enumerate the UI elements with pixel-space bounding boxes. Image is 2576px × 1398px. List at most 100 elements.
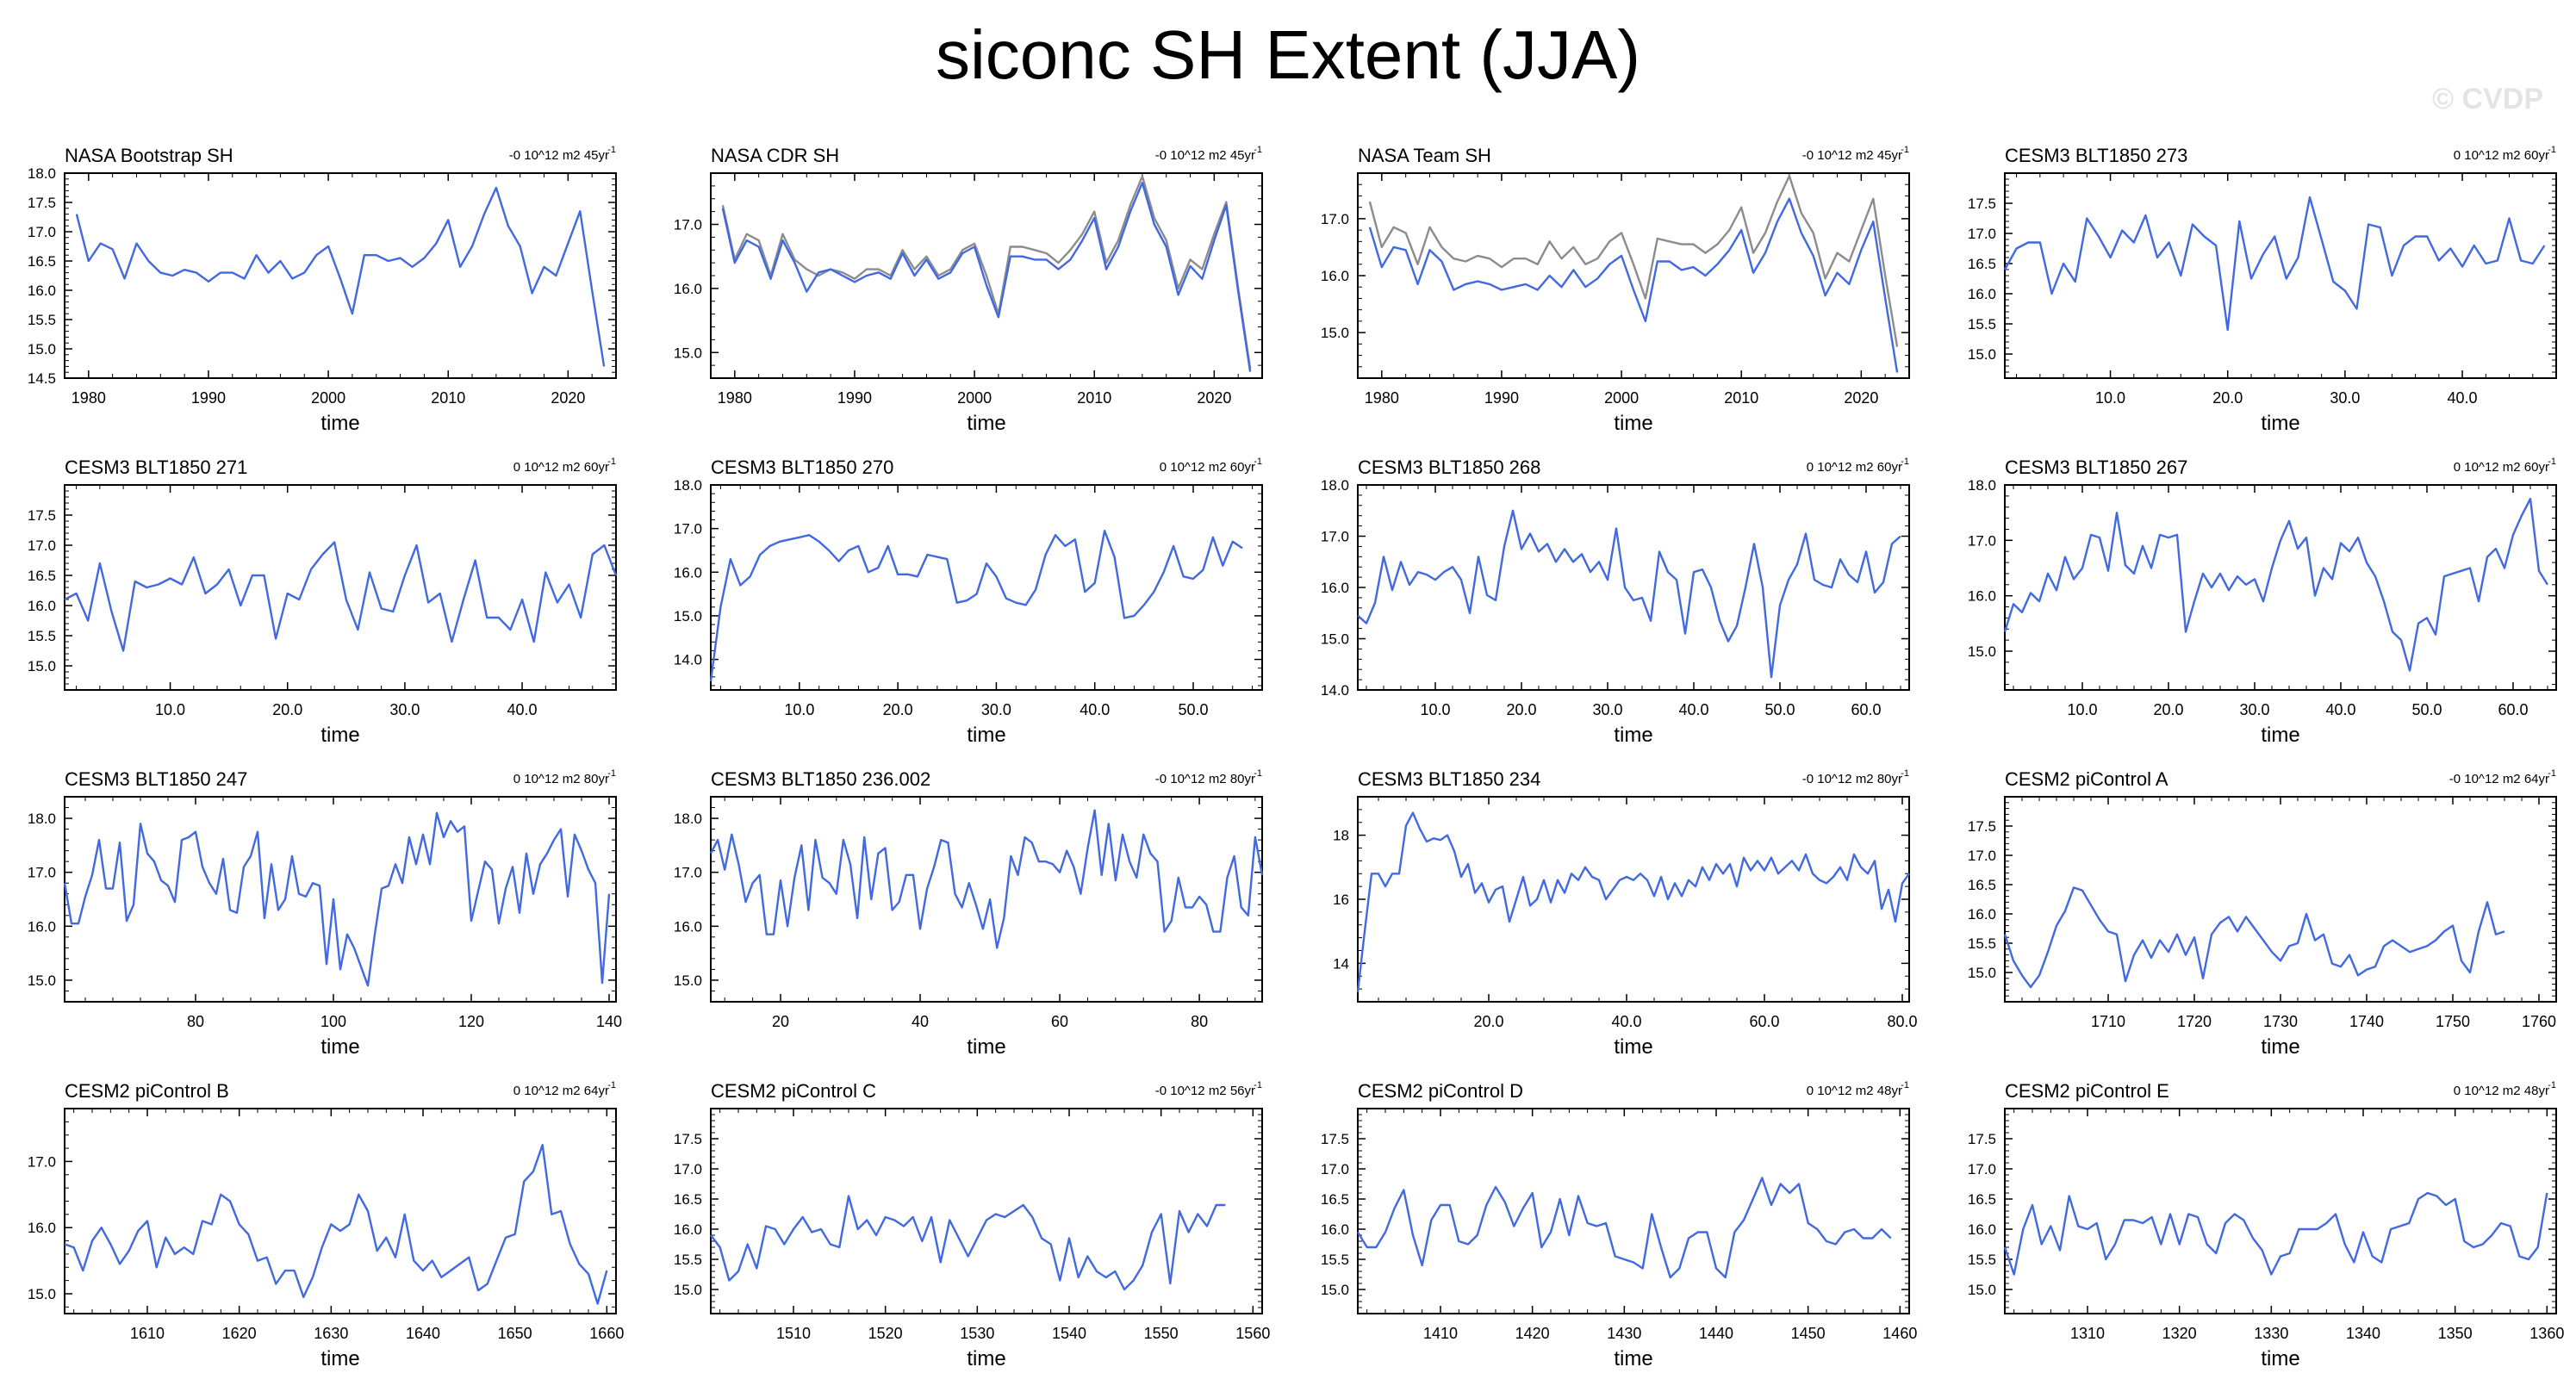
x-axis-label: time	[967, 724, 1005, 747]
x-axis-label: time	[1614, 1035, 1652, 1059]
x-tick-label: 20.0	[1506, 701, 1536, 718]
y-tick-label: 14.0	[1321, 682, 1349, 699]
y-tick-label: 15.5	[28, 312, 56, 328]
series-line	[710, 1195, 1226, 1291]
y-tick-label: 18.0	[1321, 477, 1349, 494]
y-tick-label: 16.0	[1968, 906, 1996, 923]
panel-trend-label: 0 10^12 m2 80yr	[513, 772, 609, 786]
x-tick-label: 1990	[837, 389, 872, 407]
x-tick-label: 1990	[1484, 389, 1519, 407]
panel-title: CESM3 BLT1850 268	[1358, 457, 1540, 478]
y-tick-label: 15.0	[674, 1282, 702, 1298]
panel-title: CESM3 BLT1850 271	[65, 457, 247, 478]
x-tick-label: 140	[596, 1013, 622, 1030]
chart-panel: CESM2 piControl C -0 10^12 m2 56yr-1 1510 1…	[674, 1080, 1270, 1370]
y-tick-label: 16.0	[28, 598, 56, 614]
y-tick-label: 14.5	[28, 370, 56, 387]
panel-frame	[1357, 484, 1910, 691]
x-tick-label: 60.0	[1749, 1013, 1779, 1030]
x-tick-label: 2010	[1724, 389, 1758, 407]
chart-panel: CESM2 piControl E 0 10^12 m2 48yr-1 1310 13…	[1968, 1080, 2564, 1370]
x-tick-label: 10.0	[784, 701, 814, 718]
panel-frame	[2004, 1108, 2557, 1314]
x-tick-label: 1550	[1144, 1325, 1179, 1342]
y-tick-label: 15.0	[1968, 965, 1996, 981]
x-tick-label: 2000	[957, 389, 992, 407]
panel-trend-superscript: -1	[1901, 768, 1909, 779]
x-tick-label: 10.0	[155, 701, 185, 718]
y-tick-label: 17.0	[1321, 1161, 1349, 1177]
y-tick-label: 15.5	[1968, 1252, 1996, 1268]
panel-trend-superscript: -1	[607, 145, 616, 155]
panel-title: CESM3 BLT1850 273	[2005, 145, 2187, 166]
series-line	[2003, 1191, 2548, 1276]
y-tick-label: 17.0	[674, 217, 702, 233]
x-tick-label: 1630	[314, 1325, 348, 1342]
y-tick-label: 17.5	[1968, 1131, 1996, 1147]
chart-panel: CESM3 BLT1850 267 0 10^12 m2 60yr-1 10.0 20…	[1968, 457, 2557, 747]
x-axis-label: time	[967, 1347, 1005, 1370]
y-tick-label: 17.5	[28, 195, 56, 211]
x-tick-label: 2020	[1844, 389, 1878, 407]
y-tick-label: 16.5	[1321, 1191, 1349, 1208]
panel-trend-superscript: -1	[2548, 145, 2556, 155]
panel-trend-label: 0 10^12 m2 48yr	[1807, 1084, 1902, 1098]
x-tick-label: 1730	[2263, 1013, 2298, 1030]
panel-title: NASA Team SH	[1358, 145, 1491, 166]
x-tick-label: 100	[320, 1013, 346, 1030]
y-tick-label: 15.5	[1321, 1252, 1349, 1268]
y-tick-label: 17.0	[674, 1161, 702, 1177]
series-line	[1356, 811, 1910, 992]
panel-title: CESM2 piControl A	[2005, 768, 2168, 790]
series-line	[709, 809, 1264, 949]
x-tick-label: 1340	[2346, 1325, 2380, 1342]
x-axis-label: time	[2261, 724, 2299, 747]
panel-title: NASA CDR SH	[711, 145, 839, 166]
x-tick-label: 30.0	[2239, 701, 2269, 718]
series-line	[64, 541, 618, 652]
panel-trend-superscript: -1	[1254, 457, 1262, 467]
panel-frame	[710, 484, 1263, 691]
panel-trend-superscript: -1	[1254, 145, 1262, 155]
y-tick-label: 16.0	[674, 564, 702, 581]
chart-panel: CESM3 BLT1850 271 0 10^12 m2 60yr-1 10.0 20…	[28, 457, 618, 747]
y-tick-label: 15.0	[1968, 643, 1996, 660]
y-tick-label: 17.5	[1968, 196, 1996, 212]
x-tick-label: 1750	[2436, 1013, 2470, 1030]
x-tick-label: 20.0	[272, 701, 302, 718]
x-axis-label: time	[967, 1035, 1005, 1059]
panel-frame	[710, 796, 1263, 1003]
x-axis-label: time	[2261, 1035, 2299, 1059]
chart-panel: NASA CDR SH -0 10^12 m2 45yr-1 1980 1990 200…	[674, 145, 1263, 435]
panel-trend-superscript: -1	[1901, 145, 1909, 155]
y-tick-label: 17.0	[1321, 211, 1349, 227]
panel-trend-superscript: -1	[2548, 457, 2556, 467]
y-tick-label: 16.0	[1968, 286, 1996, 302]
y-tick-label: 15.0	[1321, 631, 1349, 648]
y-tick-label: 16.0	[28, 283, 56, 299]
x-tick-label: 1460	[1882, 1325, 1917, 1342]
y-tick-label: 16.5	[1968, 877, 1996, 893]
panel-trend-superscript: -1	[2548, 1080, 2556, 1090]
x-tick-label: 20	[772, 1013, 789, 1030]
y-tick-label: 17.0	[1968, 532, 1996, 549]
x-axis-label: time	[1614, 412, 1652, 435]
series-line	[1357, 509, 1901, 679]
panel-trend-label: -0 10^12 m2 45yr	[1802, 148, 1902, 163]
panel-trend-label: -0 10^12 m2 80yr	[1155, 772, 1255, 786]
x-tick-label: 1720	[2177, 1013, 2212, 1030]
y-tick-label: 16.5	[28, 253, 56, 270]
x-tick-label: 30.0	[981, 701, 1011, 718]
chart-panel: CESM2 piControl B 0 10^12 m2 64yr-1 1610 16…	[28, 1080, 624, 1370]
panel-trend-label: 0 10^12 m2 60yr	[1160, 460, 1255, 475]
y-tick-label: 16.5	[1968, 256, 1996, 272]
y-tick-label: 15.0	[1321, 325, 1349, 341]
panel-trend-superscript: -1	[607, 1080, 616, 1090]
panel-trend-label: -0 10^12 m2 45yr	[1155, 148, 1255, 163]
y-tick-label: 15.0	[674, 608, 702, 624]
y-tick-label: 16.5	[674, 1191, 702, 1208]
series-line	[1368, 175, 1899, 347]
y-tick-label: 18.0	[28, 811, 56, 827]
y-tick-label: 17.5	[28, 507, 56, 524]
y-tick-label: 16.0	[1968, 588, 1996, 605]
